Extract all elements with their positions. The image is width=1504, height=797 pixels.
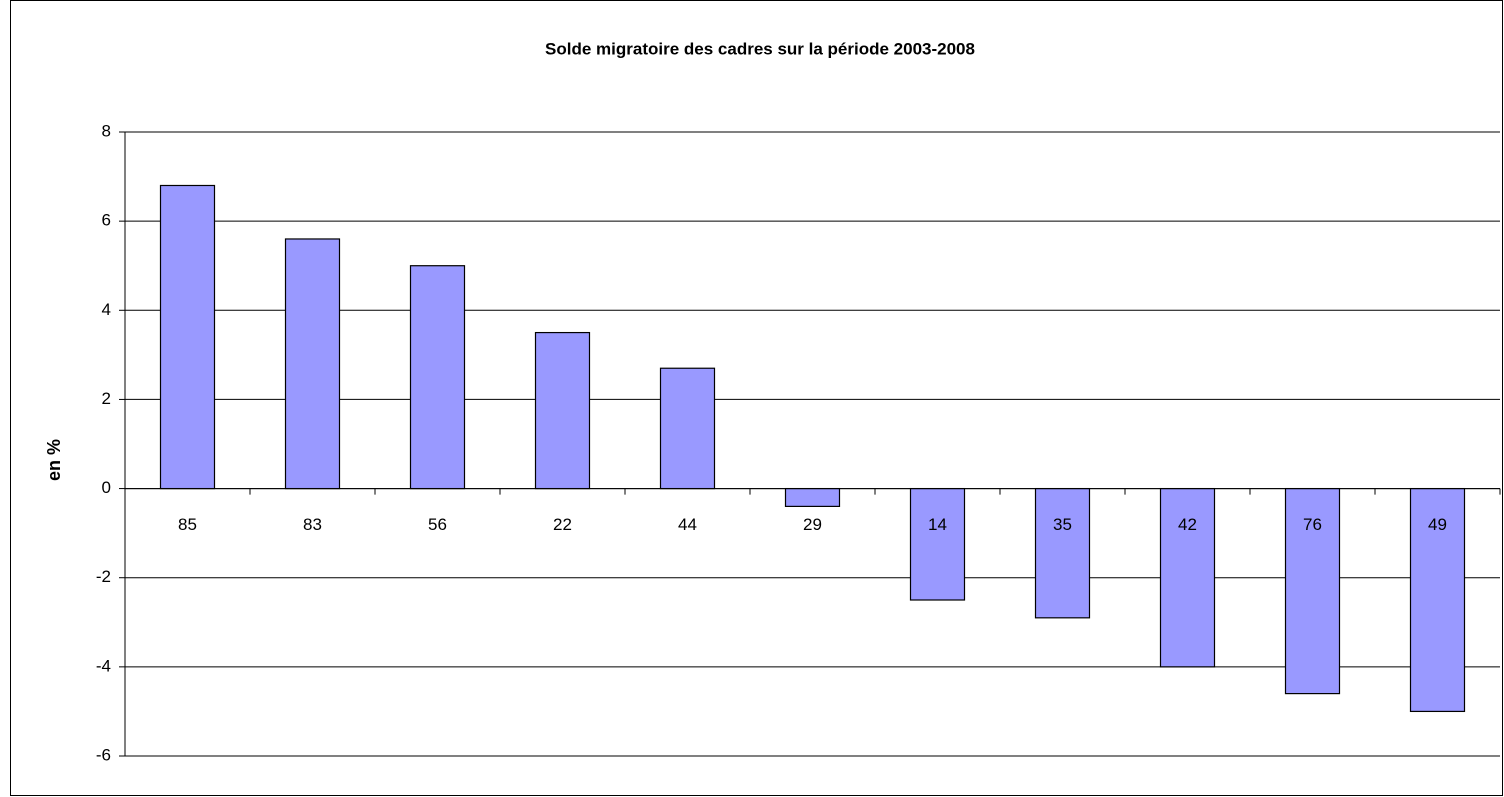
x-tick-label: 49 <box>1428 515 1447 534</box>
y-tick-label: 2 <box>102 389 111 408</box>
x-tick-label: 14 <box>928 515 947 534</box>
x-tick-label: 85 <box>178 515 197 534</box>
x-tick-label: 44 <box>678 515 697 534</box>
bar <box>1409 487 1466 713</box>
bar <box>784 487 841 508</box>
x-tick-label: 42 <box>1178 515 1197 534</box>
bar <box>534 331 591 490</box>
x-tick-label: 76 <box>1303 515 1322 534</box>
y-axis-label: en % <box>44 439 64 481</box>
y-tick-label: -4 <box>96 656 111 675</box>
chart-frame <box>10 0 1503 796</box>
bar <box>1284 487 1341 695</box>
y-tick-label: 4 <box>102 300 111 319</box>
x-tick-label: 35 <box>1053 515 1072 534</box>
x-tick-label: 56 <box>428 515 447 534</box>
y-tick-label: 8 <box>102 121 111 140</box>
bar <box>159 184 216 490</box>
chart-title: Solde migratoire des cadres sur la pério… <box>545 39 975 58</box>
bar <box>1034 487 1091 619</box>
y-tick-label: 6 <box>102 211 111 230</box>
bar <box>1159 487 1216 668</box>
x-tick-label: 29 <box>803 515 822 534</box>
x-tick-label: 22 <box>553 515 572 534</box>
x-tick-label: 83 <box>303 515 322 534</box>
y-tick-label: -2 <box>96 567 111 586</box>
y-tick-label: -6 <box>96 745 111 764</box>
bar <box>409 265 466 490</box>
y-tick-label: 0 <box>102 478 111 497</box>
bar <box>284 238 341 490</box>
bar <box>909 487 966 601</box>
bar <box>659 367 716 490</box>
